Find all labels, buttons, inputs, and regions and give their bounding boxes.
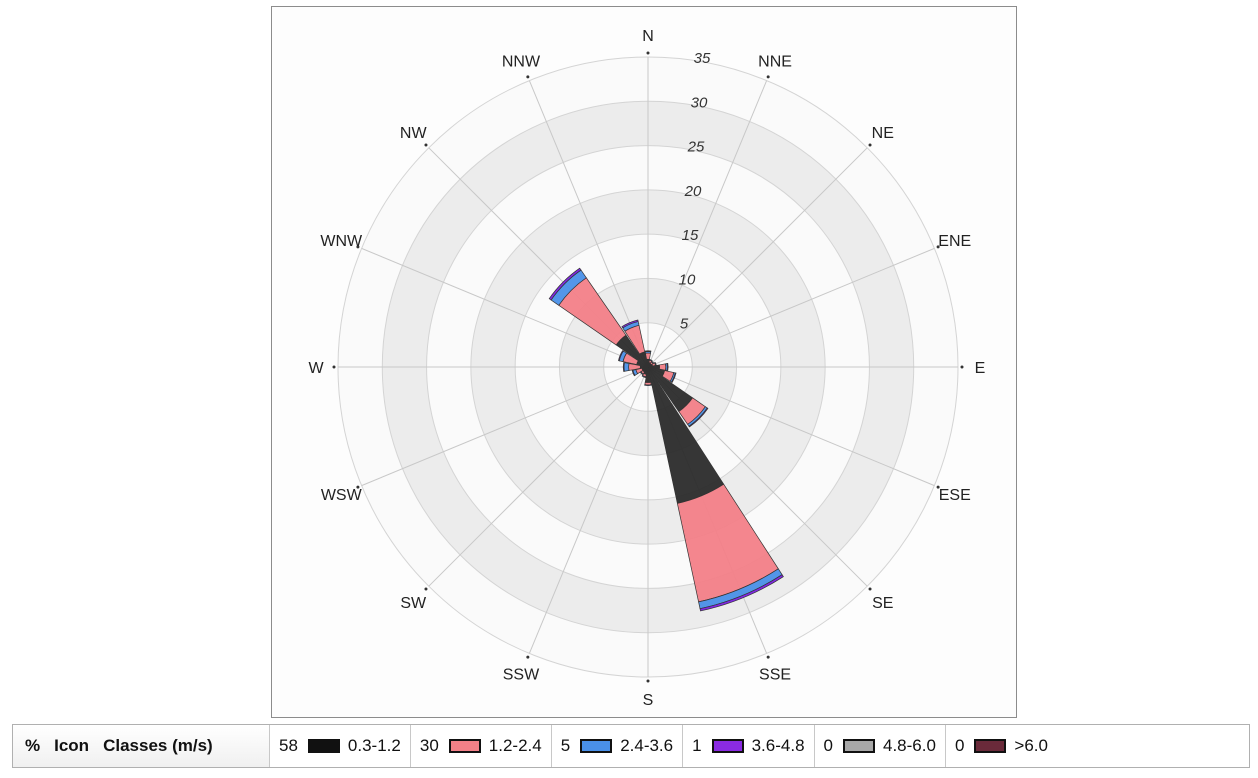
wind-wedge-e — [666, 362, 669, 372]
wind-wedge-nne — [649, 359, 653, 362]
direction-tick — [868, 587, 872, 591]
direction-label: SSW — [503, 667, 540, 684]
direction-tick — [960, 365, 964, 369]
wind-wedge-nw — [548, 267, 582, 301]
direction-tick — [526, 655, 530, 659]
radial-tick-label: 15 — [682, 227, 699, 244]
radial-tick-label: 5 — [680, 316, 689, 333]
direction-tick — [936, 485, 940, 489]
legend-item: 1 3.6-4.8 — [682, 725, 813, 767]
direction-label: SW — [400, 595, 427, 612]
direction-tick — [526, 75, 530, 79]
direction-label: WNW — [320, 233, 363, 250]
legend-swatch-icon — [974, 739, 1007, 753]
direction-label: E — [975, 360, 986, 377]
direction-tick — [766, 75, 770, 79]
direction-tick — [332, 365, 336, 369]
legend-item-percent: 30 — [419, 736, 439, 755]
direction-spoke — [647, 147, 868, 368]
direction-tick — [646, 51, 650, 55]
direction-spoke — [647, 80, 768, 368]
legend-swatch-icon — [711, 739, 744, 753]
legend-classes-header: Classes (m/s) — [103, 736, 213, 755]
legend-item-label: 3.6-4.8 — [751, 736, 805, 755]
legend-item: 0 >6.0 — [944, 725, 1057, 767]
direction-label: SE — [872, 595, 893, 612]
wind-wedge-wnw — [618, 350, 624, 362]
direction-tick — [766, 655, 770, 659]
wind-rose-chart: 5 10 15 20 25 30 35 N NNE NE ENE E ESE SE SSE S SSW SW WSW… — [271, 6, 1017, 718]
direction-label: NNW — [502, 53, 541, 70]
direction-label: N — [642, 28, 654, 45]
wind-wedge-w — [622, 362, 625, 372]
radial-tick-label: 20 — [684, 183, 702, 200]
radial-tick-label: 10 — [679, 271, 696, 288]
wind-wedge-ese — [670, 372, 677, 384]
direction-label: SSE — [759, 667, 791, 684]
direction-label: NE — [872, 125, 894, 142]
radial-tick-label: 35 — [694, 50, 711, 67]
legend-header: % Icon Classes (m/s) — [13, 725, 269, 767]
direction-tick — [868, 143, 872, 147]
legend-item-label: 0.3-1.2 — [347, 736, 401, 755]
direction-label: ENE — [938, 233, 971, 250]
legend-item-percent: 0 — [823, 736, 833, 755]
legend-item-label: 4.8-6.0 — [883, 736, 936, 755]
legend-item: 30 1.2-2.4 — [409, 725, 551, 767]
legend-item-percent: 58 — [279, 736, 298, 755]
wind-wedge-wsw — [631, 369, 636, 377]
wind-wedge-nnw — [621, 319, 639, 329]
legend-item-label: 1.2-2.4 — [488, 736, 542, 755]
wind-wedge-n — [644, 350, 652, 353]
legend-item: 0 4.8-6.0 — [813, 725, 945, 767]
legend-swatch-icon — [448, 739, 481, 753]
wind-wedge-sse — [699, 574, 784, 612]
direction-label: NNE — [758, 53, 792, 70]
direction-spoke — [528, 366, 649, 654]
legend-swatch-icon — [843, 739, 875, 753]
direction-label: S — [643, 692, 654, 709]
legend-item-percent: 1 — [692, 736, 702, 755]
direction-label: WSW — [321, 487, 363, 504]
direction-tick — [646, 679, 650, 683]
direction-spoke — [361, 366, 649, 487]
legend-icon-header: Icon — [54, 736, 90, 755]
legend-item-percent: 5 — [560, 736, 571, 755]
legend-item-label: >6.0 — [1014, 736, 1048, 755]
direction-tick — [936, 245, 940, 249]
wind-wedge-se — [688, 407, 709, 428]
legend-item-label: 2.4-3.6 — [620, 736, 674, 755]
legend-bar: % Icon Classes (m/s) 58 0.3-1.2 30 1.2-2… — [12, 724, 1250, 768]
legend-percent-header: % — [25, 736, 41, 755]
wind-wedge-e — [659, 363, 667, 371]
direction-spoke — [647, 247, 935, 368]
direction-tick — [424, 143, 428, 147]
direction-label: NW — [400, 125, 428, 142]
direction-spoke — [361, 247, 649, 368]
legend-item: 5 2.4-3.6 — [550, 725, 682, 767]
direction-tick — [424, 587, 428, 591]
wind-wedge-s — [644, 384, 652, 386]
direction-tick — [356, 485, 360, 489]
legend-item: 58 0.3-1.2 — [269, 725, 410, 767]
radial-tick-label: 25 — [687, 139, 705, 156]
wind-rose-svg: 5 10 15 20 25 30 35 N NNE NE ENE E ESE SE SSE S SSW SW WSW… — [308, 28, 986, 709]
direction-spoke — [428, 366, 649, 587]
wind-wedge-w — [623, 362, 630, 372]
legend-swatch-icon — [307, 739, 340, 753]
legend-item-percent: 0 — [954, 736, 965, 755]
direction-spoke — [528, 80, 649, 368]
direction-label: ESE — [939, 487, 971, 504]
direction-spoke — [647, 366, 935, 487]
legend-swatch-icon — [580, 739, 613, 753]
wind-wedge-ssw — [641, 374, 647, 379]
radial-tick-label: 30 — [691, 94, 708, 111]
direction-tick — [356, 245, 360, 249]
direction-label: W — [308, 360, 324, 377]
